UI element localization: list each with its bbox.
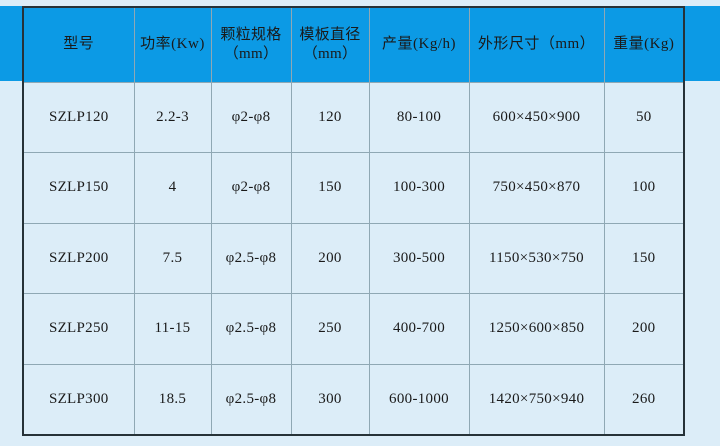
cell-granule-spec: φ2-φ8 <box>210 152 292 224</box>
table-body: SZLP120 2.2-3 φ2-φ8 120 80-100 600×450×9… <box>22 81 685 436</box>
cell-dimensions: 1420×750×940 <box>468 363 605 436</box>
column-header-die-diameter: 模板直径 （mm） <box>290 6 370 83</box>
cell-output: 400-700 <box>368 293 470 365</box>
cell-weight: 100 <box>603 152 685 224</box>
cell-dimensions: 750×450×870 <box>468 152 605 224</box>
cell-output: 100-300 <box>368 152 470 224</box>
column-header-die-diameter-unit: （mm） <box>302 45 358 62</box>
cell-granule-spec: φ2.5-φ8 <box>210 363 292 436</box>
column-header-granule-spec: 颗粒规格 （mm） <box>210 6 292 83</box>
cell-granule-spec: φ2-φ8 <box>210 81 292 153</box>
cell-power: 7.5 <box>133 222 212 294</box>
table-row: SZLP150 4 φ2-φ8 150 100-300 750×450×870 … <box>22 152 685 224</box>
header-row: 型号 功率(Kw) 颗粒规格 （mm） 模板直径 （mm） 产量(Kg/h) 外 <box>22 6 685 83</box>
cell-die-diameter: 200 <box>290 222 370 294</box>
cell-dimensions: 1150×530×750 <box>468 222 605 294</box>
column-header-model-label: 型号 <box>63 36 95 53</box>
cell-output: 80-100 <box>368 81 470 153</box>
column-header-power-label: 功率(Kw) <box>140 36 205 53</box>
cell-power: 4 <box>133 152 212 224</box>
table-row: SZLP300 18.5 φ2.5-φ8 300 600-1000 1420×7… <box>22 363 685 436</box>
column-header-weight-label: 重量(Kg) <box>613 36 675 53</box>
cell-weight: 50 <box>603 81 685 153</box>
column-header-granule-spec-unit: （mm） <box>223 45 279 62</box>
cell-power: 11-15 <box>133 293 212 365</box>
cell-die-diameter: 150 <box>290 152 370 224</box>
cell-output: 600-1000 <box>368 363 470 436</box>
cell-granule-spec: φ2.5-φ8 <box>210 222 292 294</box>
cell-die-diameter: 300 <box>290 363 370 436</box>
column-header-output: 产量(Kg/h) <box>368 6 470 83</box>
column-header-output-label: 产量(Kg/h) <box>382 36 456 53</box>
cell-power: 2.2-3 <box>133 81 212 153</box>
cell-power: 18.5 <box>133 363 212 436</box>
column-header-model: 型号 <box>22 6 135 83</box>
table-row: SZLP200 7.5 φ2.5-φ8 200 300-500 1150×530… <box>22 222 685 294</box>
specification-table: 型号 功率(Kw) 颗粒规格 （mm） 模板直径 （mm） 产量(Kg/h) 外 <box>22 6 685 436</box>
cell-weight: 200 <box>603 293 685 365</box>
cell-model: SZLP200 <box>22 222 135 294</box>
cell-granule-spec: φ2.5-φ8 <box>210 293 292 365</box>
cell-model: SZLP120 <box>22 81 135 153</box>
column-header-weight: 重量(Kg) <box>603 6 685 83</box>
column-header-dimensions: 外形尺寸（mm） <box>468 6 605 83</box>
cell-weight: 260 <box>603 363 685 436</box>
cell-output: 300-500 <box>368 222 470 294</box>
cell-die-diameter: 120 <box>290 81 370 153</box>
cell-die-diameter: 250 <box>290 293 370 365</box>
cell-weight: 150 <box>603 222 685 294</box>
column-header-die-diameter-label: 模板直径 <box>299 27 361 43</box>
table-row: SZLP250 11-15 φ2.5-φ8 250 400-700 1250×6… <box>22 293 685 365</box>
table-header: 型号 功率(Kw) 颗粒规格 （mm） 模板直径 （mm） 产量(Kg/h) 外 <box>22 6 685 83</box>
cell-dimensions: 600×450×900 <box>468 81 605 153</box>
cell-model: SZLP150 <box>22 152 135 224</box>
table-row: SZLP120 2.2-3 φ2-φ8 120 80-100 600×450×9… <box>22 81 685 153</box>
cell-model: SZLP250 <box>22 293 135 365</box>
cell-model: SZLP300 <box>22 363 135 436</box>
column-header-power: 功率(Kw) <box>133 6 212 83</box>
column-header-granule-spec-label: 颗粒规格 <box>220 27 282 43</box>
column-header-dimensions-label: 外形尺寸（mm） <box>477 36 596 53</box>
cell-dimensions: 1250×600×850 <box>468 293 605 365</box>
